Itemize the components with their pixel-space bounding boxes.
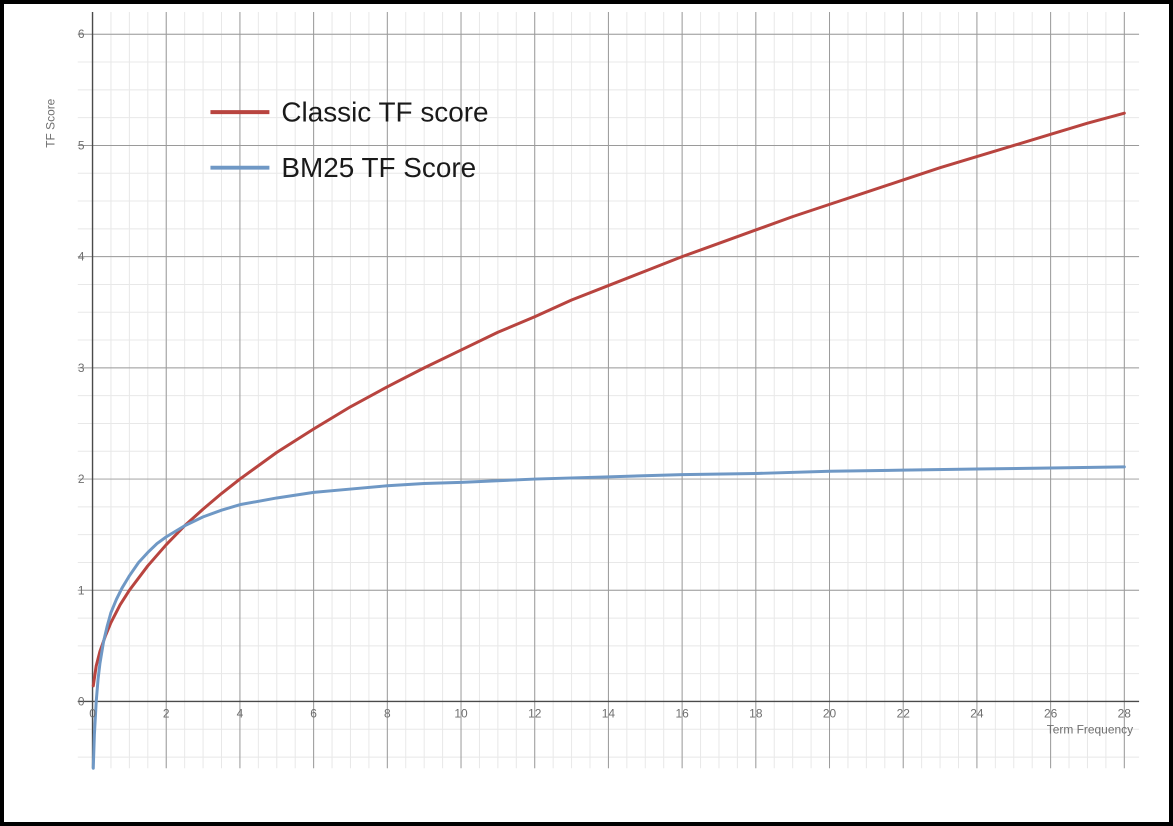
x-tick-label: 24 — [970, 706, 984, 720]
x-tick-label: 14 — [602, 706, 616, 720]
y-tick-label: 5 — [78, 138, 85, 152]
y-tick-label: 1 — [78, 583, 85, 597]
y-tick-label: 0 — [78, 694, 85, 708]
chart-svg: 02468101214161820222426280123456Term Fre… — [18, 12, 1155, 808]
x-tick-label: 10 — [454, 706, 468, 720]
y-axis-title: TF Score — [44, 98, 58, 147]
x-axis-title: Term Frequency — [1047, 722, 1133, 736]
y-tick-label: 3 — [78, 361, 85, 375]
y-tick-label: 6 — [78, 27, 85, 41]
legend-label-classic: Classic TF score — [281, 96, 488, 127]
chart-frame: 02468101214161820222426280123456Term Fre… — [0, 0, 1173, 826]
x-tick-label: 22 — [897, 706, 911, 720]
x-tick-label: 26 — [1044, 706, 1058, 720]
y-tick-label: 4 — [78, 250, 85, 264]
x-tick-label: 4 — [237, 706, 244, 720]
plot-bg — [18, 12, 1155, 808]
x-tick-label: 6 — [310, 706, 317, 720]
x-tick-label: 18 — [749, 706, 763, 720]
y-tick-label: 2 — [78, 472, 85, 486]
x-tick-label: 8 — [384, 706, 391, 720]
x-tick-label: 16 — [675, 706, 689, 720]
x-tick-label: 2 — [163, 706, 170, 720]
x-tick-label: 12 — [528, 706, 542, 720]
chart-area: 02468101214161820222426280123456Term Fre… — [18, 12, 1155, 808]
x-tick-label: 20 — [823, 706, 837, 720]
legend-label-bm25: BM25 TF Score — [281, 152, 476, 183]
x-tick-label: 28 — [1118, 706, 1132, 720]
x-tick-label: 0 — [89, 706, 96, 720]
